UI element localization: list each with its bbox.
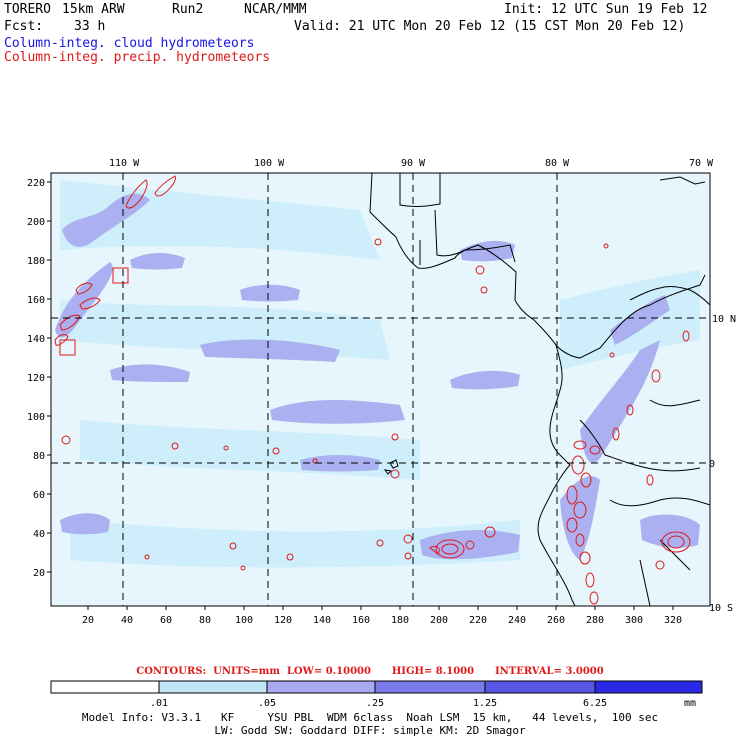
x-tick-label: 240 — [508, 615, 526, 626]
model-name: TORERO — [4, 2, 51, 17]
forecast-label: Fcst: — [4, 19, 44, 34]
contours-low: LOW= 0.10000 — [286, 666, 371, 677]
contours-info: CONTOURS: UNITS=mm LOW= 0.10000 HIGH= 8.… — [0, 666, 740, 677]
model-info: Model Info: V3.3.1 KF YSU PBL WDM 6class… — [81, 711, 659, 724]
lat-label: 0 — [709, 459, 715, 470]
init-time: Init: 12 UTC Sun 19 Feb 12 — [504, 2, 708, 17]
lon-label: 110 W — [109, 158, 140, 169]
x-tick-label: 120 — [274, 615, 292, 626]
model-resolution: 15km ARW — [62, 2, 125, 17]
graticule — [51, 173, 710, 606]
contours-interval: INTERVAL= 3.0000 — [494, 666, 604, 677]
x-tick-label: 160 — [352, 615, 370, 626]
y-tick-label: 160 — [27, 295, 45, 306]
y-tick-label: 140 — [27, 334, 45, 345]
y-tick-label: 80 — [33, 451, 45, 462]
y-tick-label: 60 — [33, 490, 45, 501]
color-bar-segment — [594, 680, 703, 694]
color-bar-segment — [374, 680, 486, 694]
y-tick-label: 100 — [27, 412, 45, 423]
x-tick-label: 220 — [469, 615, 487, 626]
region-box — [59, 339, 76, 356]
color-bar-segment — [158, 680, 268, 694]
x-tick-label: 280 — [586, 615, 604, 626]
x-tick-label: 80 — [199, 615, 211, 626]
y-tick-label: 220 — [27, 178, 45, 189]
forecast-hours: 33 h — [74, 19, 106, 34]
physics-info: LW: Godd SW: Goddard DIFF: simple KM: 2D… — [214, 724, 526, 737]
y-tick-label: 200 — [27, 217, 45, 228]
color-bar-label: .05 — [258, 698, 276, 709]
x-tick-label: 60 — [160, 615, 172, 626]
x-tick-label: 140 — [313, 615, 331, 626]
color-bar-label: 1.25 — [473, 698, 497, 709]
valid-time: Valid: 21 UTC Mon 20 Feb 12 (15 CST Mon … — [294, 19, 686, 34]
contours-label: CONTOURS: — [136, 666, 207, 677]
x-tick-label: 260 — [547, 615, 565, 626]
x-tick-label: 40 — [121, 615, 133, 626]
color-bar-segment — [484, 680, 596, 694]
lon-label: 80 W — [545, 158, 570, 169]
x-tick-label: 300 — [625, 615, 643, 626]
color-bar — [50, 680, 703, 694]
x-tick-label: 100 — [235, 615, 253, 626]
color-bar-segment — [50, 680, 160, 694]
color-bar-label: .25 — [366, 698, 384, 709]
lon-label: 100 W — [254, 158, 285, 169]
region-boxes — [59, 267, 129, 356]
precip-contours — [54, 175, 691, 605]
region-box — [112, 267, 129, 284]
cloud-field-shading — [51, 173, 710, 606]
y-tick-label: 20 — [33, 568, 45, 579]
map-frame — [50, 172, 711, 607]
contours-high: HIGH= 8.1000 — [391, 666, 475, 677]
lat-label: 10 N — [712, 314, 736, 325]
y-tick-label: 180 — [27, 256, 45, 267]
run-label: Run2 — [172, 2, 204, 17]
x-tick-label: 200 — [430, 615, 448, 626]
color-bar-unit: mm — [684, 698, 696, 709]
precip-field-title: Column-integ. precip. hydrometeors — [4, 50, 271, 65]
x-tick-label: 320 — [664, 615, 682, 626]
axis-ticks — [47, 181, 674, 610]
coastlines — [369, 173, 710, 606]
color-bar-label: .01 — [150, 698, 168, 709]
color-bar-label: 6.25 — [583, 698, 607, 709]
x-tick-label: 180 — [391, 615, 409, 626]
cloud-field-title: Column-integ. cloud hydrometeors — [4, 36, 255, 51]
source-label: NCAR/MMM — [244, 2, 307, 17]
x-tick-label: 20 — [82, 615, 94, 626]
contours-units: UNITS=mm — [213, 666, 280, 677]
lon-label: 70 W — [689, 158, 714, 169]
y-tick-label: 40 — [33, 529, 45, 540]
color-bar-segment — [266, 680, 376, 694]
lat-label: 10 S — [709, 603, 733, 614]
lon-label: 90 W — [401, 158, 426, 169]
y-tick-label: 120 — [27, 373, 45, 384]
